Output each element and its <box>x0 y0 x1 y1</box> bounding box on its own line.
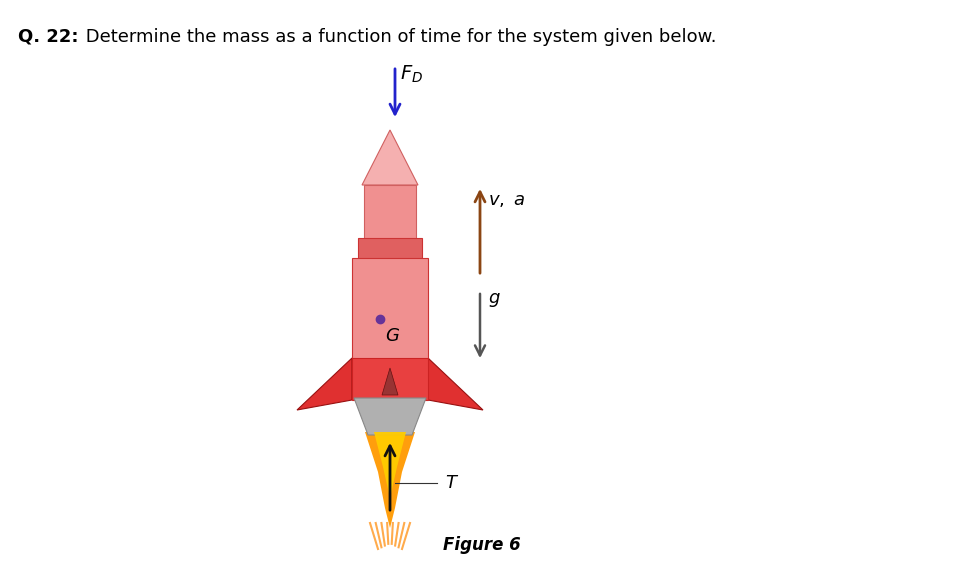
Polygon shape <box>374 432 406 498</box>
Polygon shape <box>382 368 398 395</box>
Bar <box>364 185 416 240</box>
Text: $g$: $g$ <box>488 291 500 309</box>
Bar <box>352 358 428 400</box>
Text: $F_D$: $F_D$ <box>400 64 423 85</box>
Polygon shape <box>297 358 352 410</box>
Text: Q. 22:: Q. 22: <box>18 28 78 46</box>
Bar <box>352 258 428 360</box>
Text: Determine the mass as a function of time for the system given below.: Determine the mass as a function of time… <box>80 28 716 46</box>
Text: Figure 6: Figure 6 <box>443 536 521 554</box>
Polygon shape <box>365 432 415 528</box>
Text: $G$: $G$ <box>385 327 400 345</box>
Bar <box>358 238 422 260</box>
Polygon shape <box>362 130 418 185</box>
Polygon shape <box>428 358 483 410</box>
Text: $T$: $T$ <box>445 474 459 492</box>
Text: $v,\ a$: $v,\ a$ <box>488 191 525 209</box>
Polygon shape <box>354 398 426 435</box>
